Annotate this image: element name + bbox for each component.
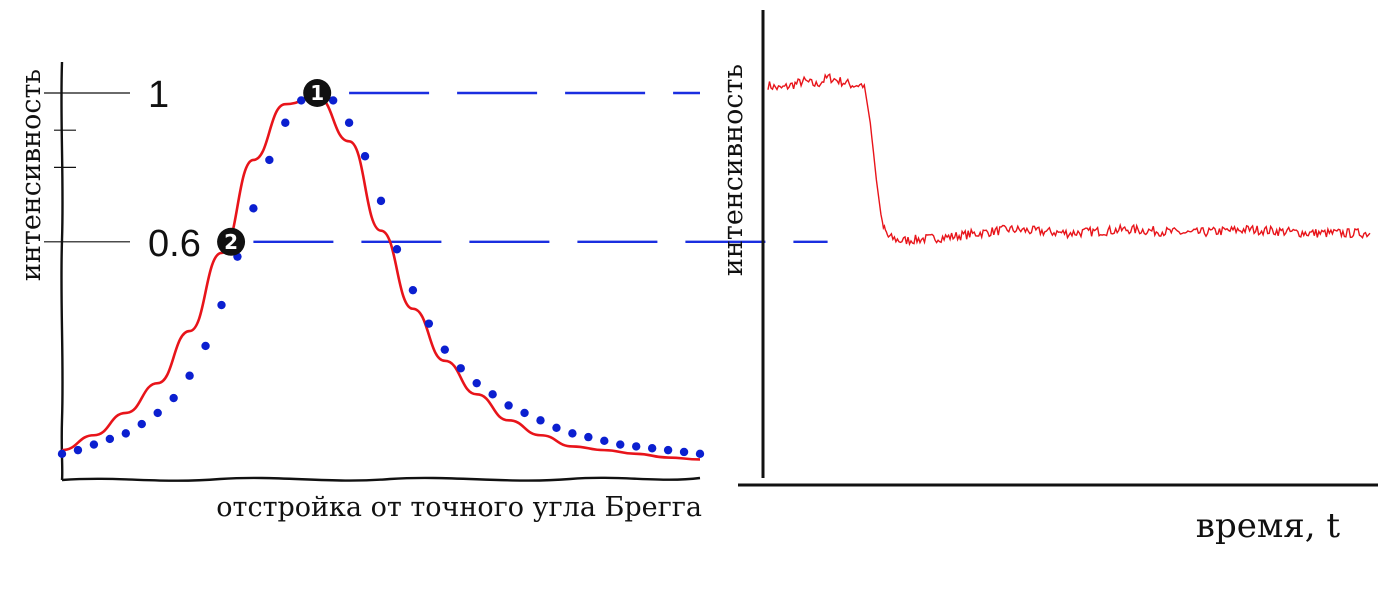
left-y-tick-label-1: 0.6	[148, 223, 201, 265]
data-point	[632, 442, 641, 451]
red-fit-curve	[61, 95, 701, 461]
left-x-axis	[61, 476, 701, 482]
data-point	[408, 285, 418, 295]
left-reference-lines	[253, 91, 828, 244]
left-series	[57, 88, 705, 461]
data-point	[121, 429, 130, 438]
bragg-curve-chart: 10.6 12 интенсивность отстройка от точно…	[16, 61, 828, 523]
data-point	[137, 419, 146, 429]
data-point	[456, 364, 465, 373]
data-point	[153, 408, 162, 418]
data-point	[424, 319, 434, 328]
right-series	[767, 73, 1371, 247]
data-point	[105, 434, 115, 444]
data-point	[265, 155, 274, 165]
data-point	[169, 393, 178, 403]
data-point	[679, 447, 689, 457]
data-point	[695, 449, 705, 459]
data-point	[488, 390, 497, 399]
data-point	[57, 449, 67, 459]
data-point	[201, 341, 210, 351]
data-point	[217, 300, 226, 310]
left-markers: 12	[217, 79, 332, 256]
data-point	[536, 416, 545, 425]
data-point	[328, 96, 338, 105]
marker-1: 1	[303, 79, 332, 107]
data-point	[376, 196, 386, 206]
left-y-tick-labels: 10.6	[148, 74, 201, 265]
data-point	[520, 408, 529, 418]
right-y-axis-label: интенсивность	[718, 64, 749, 276]
data-point	[297, 96, 306, 105]
marker-2: 2	[217, 227, 246, 256]
marker-label-2: 2	[224, 230, 238, 254]
data-point	[360, 152, 370, 161]
marker-label-1: 1	[310, 81, 324, 105]
data-point	[584, 432, 593, 442]
data-point	[616, 440, 625, 449]
data-point	[185, 371, 194, 380]
data-point	[663, 445, 673, 455]
data-point	[344, 118, 354, 127]
left-x-axis-label: отстройка от точного угла Брегга	[216, 492, 702, 523]
right-x-axis-label: время, t	[1196, 506, 1341, 546]
data-point	[89, 440, 99, 449]
data-point	[281, 118, 290, 127]
intensity-trace	[767, 73, 1371, 247]
time-trace-chart: интенсивность время, t	[718, 10, 1378, 546]
left-y-tick-label-0: 1	[148, 74, 169, 116]
data-point	[440, 345, 449, 354]
left-y-axis	[60, 61, 64, 481]
left-y-ticks	[44, 92, 130, 243]
data-point	[552, 423, 561, 432]
data-point	[392, 245, 402, 254]
data-point	[568, 429, 577, 438]
data-point	[73, 445, 83, 455]
data-point	[647, 444, 657, 453]
data-point	[472, 378, 481, 388]
left-y-axis-label: интенсивность	[16, 69, 47, 281]
data-point	[600, 436, 609, 446]
data-point	[249, 204, 258, 213]
data-point	[504, 401, 513, 410]
